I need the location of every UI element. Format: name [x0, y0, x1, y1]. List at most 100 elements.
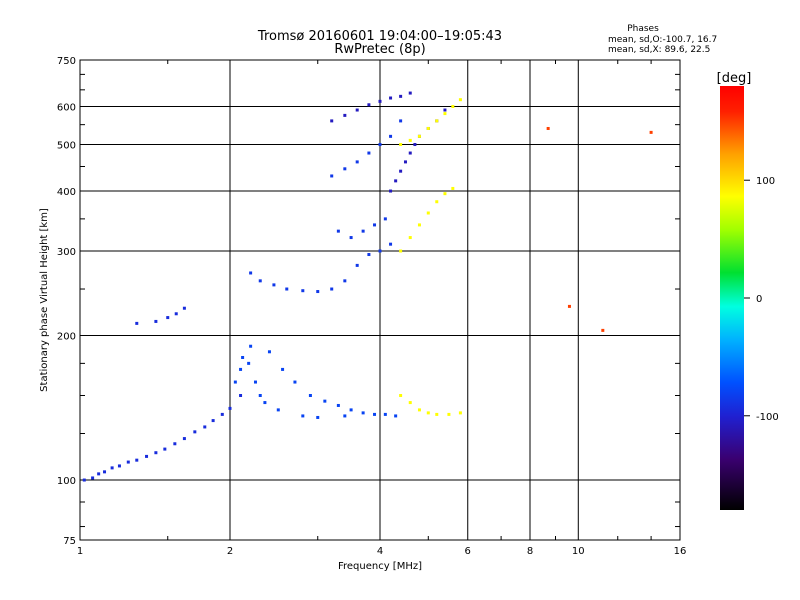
data-point [435, 200, 439, 204]
data-point [247, 361, 251, 365]
x-tick-label: 2 [227, 546, 233, 557]
x-tick-label: 8 [527, 546, 533, 557]
data-point [233, 380, 237, 384]
data-point [349, 408, 353, 412]
data-point [82, 478, 86, 482]
x-tick-label: 1 [77, 546, 83, 557]
data-point [399, 169, 403, 173]
colorbar-tick-label: -100 [756, 412, 779, 423]
data-point [389, 189, 393, 193]
x-axis-label: Frequency [MHz] [338, 561, 422, 572]
data-point [355, 108, 359, 112]
data-point [263, 401, 267, 405]
data-point [173, 442, 177, 446]
colorbar-label: [deg] [717, 71, 752, 86]
colorbar-ticks: -100 0 100 [744, 176, 779, 423]
data-point [426, 211, 430, 215]
data-point [458, 98, 462, 102]
chart-title: Tromsø 20160601 19:04:00–19:05:43 [257, 29, 502, 44]
colorbar-tick-label: 100 [756, 176, 775, 187]
data-point [239, 367, 243, 371]
data-point [408, 91, 412, 95]
y-tick-label: 750 [57, 56, 76, 67]
data-point [649, 130, 653, 134]
y-tick-label: 100 [57, 476, 76, 487]
y-tick-label: 75 [63, 536, 76, 547]
data-point [426, 411, 430, 415]
data-point [336, 403, 340, 407]
stats-line-o: mean, sd,O:-100.7, 16.7 [608, 35, 717, 45]
x-tick-label: 10 [572, 546, 585, 557]
data-point [343, 414, 347, 418]
data-point [330, 174, 334, 178]
data-point [408, 401, 412, 405]
data-point [361, 229, 365, 233]
y-tick-label: 300 [57, 247, 76, 258]
y-tick-label: 600 [57, 103, 76, 114]
data-point [458, 411, 462, 415]
data-point [443, 108, 447, 112]
data-point [443, 112, 447, 116]
data-point [435, 119, 439, 123]
y-tick-label: 200 [57, 332, 76, 343]
data-point [601, 328, 605, 332]
y-tick-labels: 75 100 200 300 400 500 600 750 [57, 56, 76, 547]
data-point [281, 367, 285, 371]
data-point [301, 414, 305, 418]
data-point [276, 408, 280, 412]
data-point [399, 94, 403, 98]
data-point [417, 134, 421, 138]
data-point [154, 451, 158, 455]
data-point [355, 263, 359, 267]
x-tick-label: 16 [674, 546, 687, 557]
data-point [355, 160, 359, 164]
y-axis-label: Stationary phase Virtual Height [km] [39, 208, 50, 392]
axis-ticks [80, 60, 680, 540]
y-tick-label: 500 [57, 141, 76, 152]
x-tick-label: 6 [465, 546, 471, 557]
data-point [323, 399, 327, 403]
data-point [211, 419, 215, 423]
data-point [399, 119, 403, 123]
data-point [443, 192, 447, 196]
x-tick-label: 4 [377, 546, 383, 557]
data-point [413, 143, 417, 147]
data-point [220, 412, 224, 416]
data-point [228, 406, 232, 410]
data-point [343, 279, 347, 283]
data-point [343, 113, 347, 117]
data-point [241, 355, 245, 359]
data-point [389, 242, 393, 246]
data-point [383, 412, 387, 416]
data-point [389, 96, 393, 100]
data-point [399, 143, 403, 147]
data-point [301, 289, 305, 293]
data-point [316, 290, 320, 294]
data-point [110, 466, 114, 470]
data-point [308, 394, 312, 398]
data-point [239, 394, 243, 398]
data-point [343, 167, 347, 171]
stats-line-x: mean, sd,X: 89.6, 22.5 [608, 45, 710, 55]
data-point [258, 279, 262, 283]
data-point [249, 271, 253, 275]
data-point [126, 460, 130, 464]
data-point [135, 458, 139, 462]
data-point [330, 287, 334, 291]
data-point [408, 236, 412, 240]
data-point [249, 344, 253, 348]
data-point [145, 454, 149, 458]
data-point [373, 412, 377, 416]
data-point [336, 229, 340, 233]
data-point [399, 394, 403, 398]
data-point [330, 119, 334, 123]
data-point [383, 217, 387, 221]
colorbar [720, 86, 744, 510]
data-point [267, 350, 271, 354]
data-point [182, 437, 186, 441]
x-tick-labels: 1 2 4 6 8 10 16 [77, 546, 687, 557]
data-point [135, 321, 139, 325]
data-point [97, 472, 101, 476]
data-point [361, 411, 365, 415]
data-point [447, 412, 451, 416]
